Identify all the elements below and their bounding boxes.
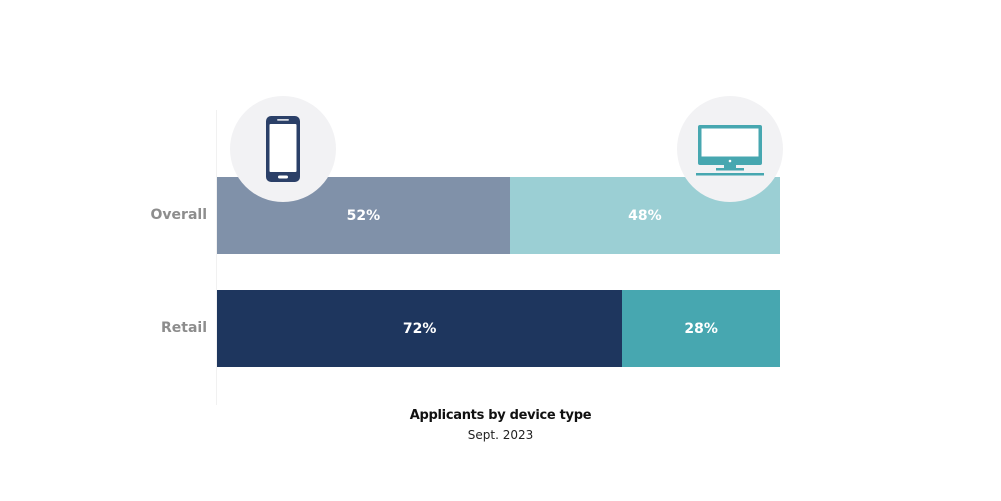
smartphone-icon	[266, 116, 300, 182]
data-label-overall-mobile: 52%	[346, 207, 381, 224]
data-label-retail-desktop: 28%	[684, 320, 718, 337]
category-label-overall: Overall	[150, 206, 207, 223]
desktop-icon-badge	[677, 96, 783, 202]
y-axis-line	[216, 110, 217, 405]
data-label-overall-desktop: 48%	[628, 207, 662, 224]
mobile-icon-badge	[230, 96, 336, 202]
category-label-retail: Retail	[160, 319, 207, 336]
data-label-retail-mobile: 72%	[402, 320, 437, 337]
desktop-monitor-icon	[696, 125, 764, 176]
chart-title: Applicants by device type	[409, 408, 592, 423]
bar-retail-mobile: 72%	[217, 290, 623, 367]
bar-retail-desktop: 28%	[622, 290, 780, 367]
chart-subtitle: Sept. 2023	[467, 428, 534, 442]
